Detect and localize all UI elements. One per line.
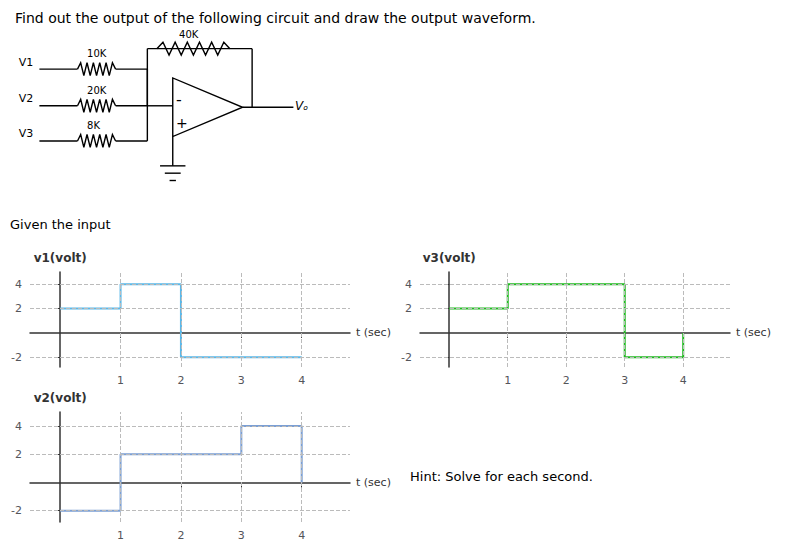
svg-text:-2: -2	[11, 351, 22, 364]
svg-text:2: 2	[563, 374, 570, 387]
svg-text:V1: V1	[19, 56, 34, 69]
svg-text:8K: 8K	[87, 120, 100, 131]
svg-text:t (sec): t (sec)	[356, 476, 391, 489]
svg-text:4: 4	[298, 374, 305, 387]
svg-text:4: 4	[15, 420, 22, 433]
svg-text:v3(volt): v3(volt)	[423, 251, 476, 265]
svg-text:V3: V3	[19, 127, 34, 140]
svg-text:+: +	[176, 115, 188, 131]
svg-text:3: 3	[621, 374, 628, 387]
svg-text:t (sec): t (sec)	[356, 326, 391, 339]
svg-text:-2: -2	[11, 504, 22, 517]
svg-text:Vₒ: Vₒ	[295, 99, 308, 113]
svg-text:v2(volt): v2(volt)	[34, 391, 87, 405]
svg-text:4: 4	[405, 278, 412, 291]
svg-text:1: 1	[117, 374, 124, 387]
svg-text:1: 1	[117, 529, 124, 542]
svg-text:4: 4	[298, 529, 305, 542]
svg-text:40K: 40K	[179, 29, 199, 40]
svg-text:Find out the output of the fol: Find out the output of the following cir…	[15, 10, 536, 26]
svg-text:10K: 10K	[87, 48, 107, 59]
svg-text:2: 2	[15, 302, 22, 315]
svg-text:2: 2	[15, 448, 22, 461]
svg-text:Hint: Solve for each second.: Hint: Solve for each second.	[410, 469, 593, 484]
svg-text:Given the input: Given the input	[10, 217, 111, 232]
svg-text:3: 3	[238, 529, 245, 542]
svg-text:v1(volt): v1(volt)	[34, 251, 87, 265]
svg-text:t (sec): t (sec)	[736, 326, 771, 339]
svg-text:2: 2	[177, 374, 184, 387]
svg-text:3: 3	[238, 374, 245, 387]
svg-text:2: 2	[405, 302, 412, 315]
svg-text:4: 4	[15, 278, 22, 291]
svg-text:1: 1	[504, 374, 511, 387]
svg-text:4: 4	[680, 374, 687, 387]
svg-text:20K: 20K	[87, 85, 107, 96]
svg-text:2: 2	[177, 529, 184, 542]
svg-text:-: -	[176, 90, 182, 109]
svg-text:-2: -2	[401, 351, 412, 364]
svg-text:V2: V2	[19, 92, 34, 105]
